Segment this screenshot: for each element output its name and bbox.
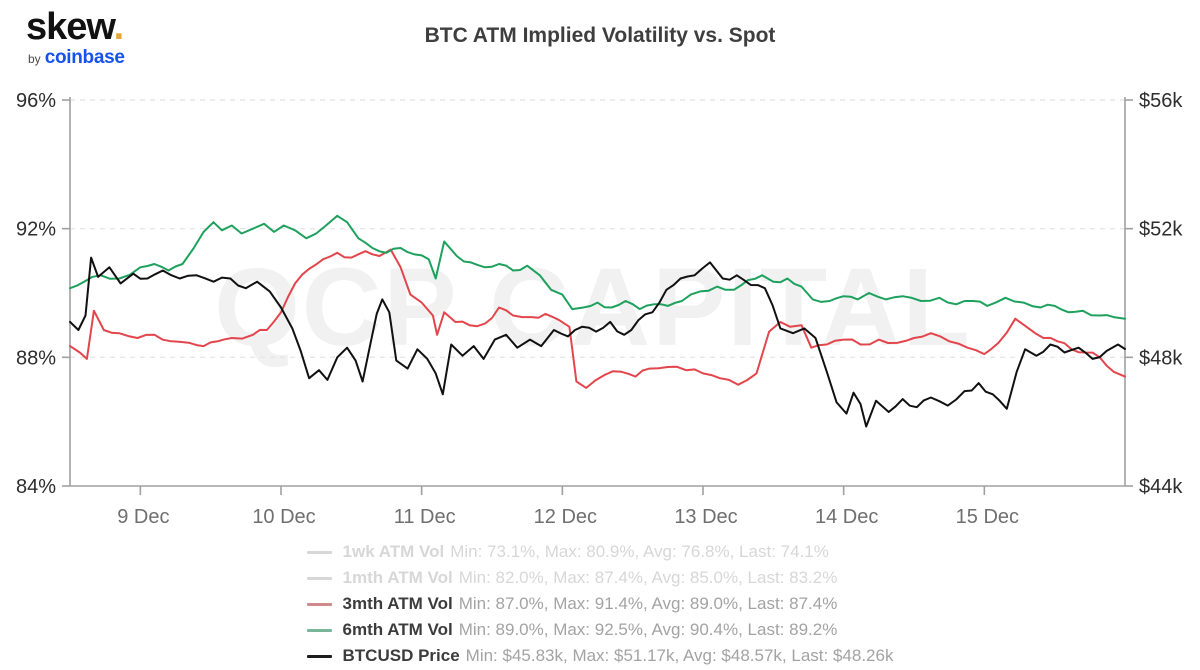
date-axis-tick-label: 14 Dec	[815, 506, 878, 528]
chart-title: BTC ATM Implied Volatility vs. Spot	[424, 24, 776, 47]
legend-series-stats: Min: 82.0%, Max: 87.4%, Avg: 85.0%, Last…	[458, 568, 838, 587]
series-line-6mth-atm-vol	[69, 214, 1126, 320]
watermark-text: QCP CAPITAL	[214, 246, 971, 369]
legend-series-name: BTCUSD Price	[342, 646, 460, 665]
date-axis-tick-label: 15 Dec	[956, 506, 1019, 528]
legend-rows: 1wk ATM Vol Min: 73.1%, Max: 80.9%, Avg: …	[306, 539, 894, 669]
price-axis-tick-label: $52k	[1139, 219, 1183, 241]
date-axis-tick-label: 9 Dec	[117, 506, 169, 528]
legend-series-name: 3mth ATM Vol	[342, 594, 453, 613]
legend-dash-icon	[306, 628, 332, 632]
vol-axis-tick-label: 92%	[16, 219, 56, 241]
legend-series-name: 1mth ATM Vol	[342, 568, 453, 587]
brand-name: skew	[26, 6, 115, 48]
byline: by coinbase	[28, 48, 125, 67]
legend-row-3mth-atm-vol[interactable]: 3mth ATM Vol Min: 87.0%, Max: 91.4%, Avg:…	[306, 591, 894, 617]
legend-dash-icon	[306, 550, 332, 554]
legend-series-stats: Min: 73.1%, Max: 80.9%, Avg: 76.8%, Last…	[450, 542, 829, 561]
legend-row-1mth-atm-vol[interactable]: 1mth ATM Vol Min: 82.0%, Max: 87.4%, Avg:…	[306, 565, 894, 591]
legend-dash-icon	[306, 576, 332, 580]
legend-series-name: 1wk ATM Vol	[342, 542, 445, 561]
legend-row-btcusd-price[interactable]: BTCUSD Price Min: $45.83k, Max: $51.17k, …	[306, 643, 894, 669]
date-axis-tick-label: 13 Dec	[674, 506, 737, 528]
vol-axis-tick-label: 84%	[16, 476, 56, 498]
skew-logo: skew. by coinbase	[26, 8, 125, 67]
legend-series-stats: Min: 87.0%, Max: 91.4%, Avg: 89.0%, Last…	[458, 594, 838, 613]
price-axis-tick-label: $44k	[1139, 476, 1183, 498]
legend-row-1wk-atm-vol[interactable]: 1wk ATM Vol Min: 73.1%, Max: 80.9%, Avg: …	[306, 539, 894, 565]
brand-dot: .	[113, 6, 125, 48]
chart-legend: 1wk ATM Vol Min: 73.1%, Max: 80.9%, Avg: …	[0, 539, 1200, 669]
legend-row-6mth-atm-vol[interactable]: 6mth ATM Vol Min: 89.0%, Max: 92.5%, Avg:…	[306, 617, 894, 643]
series-line-btcusd-price	[69, 256, 1126, 428]
legend-dash-icon	[306, 654, 332, 658]
date-axis-tick-label: 10 Dec	[252, 506, 315, 528]
legend-dash-icon	[306, 602, 332, 606]
price-axis-tick-label: $48k	[1139, 347, 1183, 369]
legend-series-name: 6mth ATM Vol	[342, 620, 453, 639]
price-axis-tick-label: $56k	[1139, 90, 1183, 112]
series-line-3mth-atm-vol	[69, 248, 1126, 389]
date-axis-tick-label: 12 Dec	[534, 506, 597, 528]
brand-line: skew.	[26, 8, 125, 46]
legend-series-stats: Min: $45.83k, Max: $51.17k, Avg: $48.57k…	[465, 646, 894, 665]
byline-prefix: by	[28, 52, 41, 66]
date-axis-tick-label: 11 Dec	[394, 506, 456, 528]
coinbase-wordmark: coinbase	[44, 47, 125, 68]
legend-series-stats: Min: 89.0%, Max: 92.5%, Avg: 90.4%, Last…	[458, 620, 838, 639]
vol-axis-tick-label: 88%	[16, 347, 56, 369]
vol-axis-tick-label: 96%	[16, 90, 56, 112]
